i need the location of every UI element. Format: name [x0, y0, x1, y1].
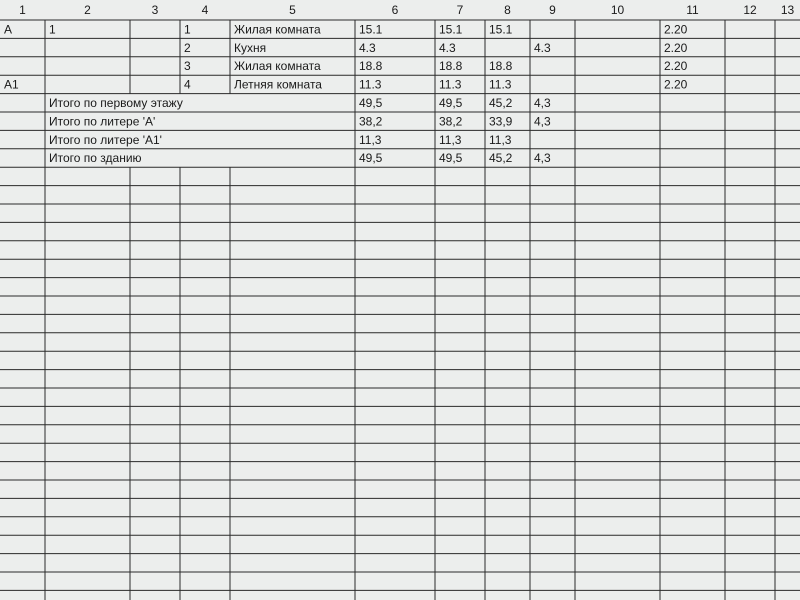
cell-text: 45,2 — [489, 96, 513, 110]
column-number: 3 — [152, 3, 159, 17]
column-number: 10 — [611, 3, 625, 17]
total-label: Итого по литере 'А1' — [49, 133, 162, 147]
cell-text: 38,2 — [359, 114, 383, 128]
cell-text: А — [4, 22, 12, 36]
column-number: 5 — [289, 3, 296, 17]
cell-text: 33,9 — [489, 114, 513, 128]
cell-text: 38,2 — [439, 114, 463, 128]
cell-text: 11,3 — [489, 133, 512, 147]
cell-text: 4,3 — [534, 96, 551, 110]
cell-text: 11,3 — [439, 133, 462, 147]
cell-text: 4,3 — [534, 151, 551, 165]
cell-text: 1 — [184, 22, 191, 36]
cell-text: 2.20 — [664, 59, 688, 73]
cell-text: 4.3 — [534, 41, 551, 55]
cell-text: 49,5 — [359, 96, 383, 110]
cell-text: 4.3 — [439, 41, 456, 55]
column-number: 9 — [549, 3, 556, 17]
cell-text: 2 — [184, 41, 191, 55]
cell-text: 15.1 — [359, 22, 383, 36]
cell-text: 15.1 — [489, 22, 513, 36]
cell-text: 11.3 — [489, 78, 512, 92]
column-number: 11 — [686, 3, 699, 17]
cell-text: 2.20 — [664, 41, 688, 55]
cell-text: Жилая комната — [234, 22, 321, 36]
cell-text: 11.3 — [439, 78, 462, 92]
column-number: 8 — [504, 3, 511, 17]
cell-text: 1 — [49, 22, 56, 36]
total-label: Итого по литере 'А' — [49, 114, 155, 128]
cell-text: 49,5 — [359, 151, 383, 165]
cell-text: 4,3 — [534, 114, 551, 128]
cell-text: 2.20 — [664, 22, 688, 36]
total-label: Итого по первому этажу — [49, 96, 183, 110]
cell-text: 49,5 — [439, 151, 463, 165]
cell-text: 18.8 — [359, 59, 383, 73]
cell-text: Кухня — [234, 41, 266, 55]
column-number: 1 — [19, 3, 26, 17]
cell-text: 45,2 — [489, 151, 513, 165]
cell-text: 4.3 — [359, 41, 376, 55]
column-number: 7 — [457, 3, 464, 17]
column-number: 4 — [202, 3, 209, 17]
cell-text: Жилая комната — [234, 59, 321, 73]
column-number: 12 — [743, 3, 757, 17]
cell-text: Летняя комната — [234, 78, 322, 92]
cell-text: 4 — [184, 78, 191, 92]
cell-text: 18.8 — [489, 59, 513, 73]
cell-text: 15.1 — [439, 22, 463, 36]
total-label: Итого по зданию — [49, 151, 142, 165]
cell-text: 49,5 — [439, 96, 463, 110]
column-number: 13 — [781, 3, 795, 17]
cell-text: 18.8 — [439, 59, 463, 73]
cell-text: 2.20 — [664, 78, 688, 92]
cell-text: 11,3 — [359, 133, 382, 147]
cell-text: 11.3 — [359, 78, 382, 92]
cell-text: А1 — [4, 78, 19, 92]
column-number: 6 — [392, 3, 399, 17]
column-number: 2 — [84, 3, 91, 17]
cell-text: 3 — [184, 59, 191, 73]
